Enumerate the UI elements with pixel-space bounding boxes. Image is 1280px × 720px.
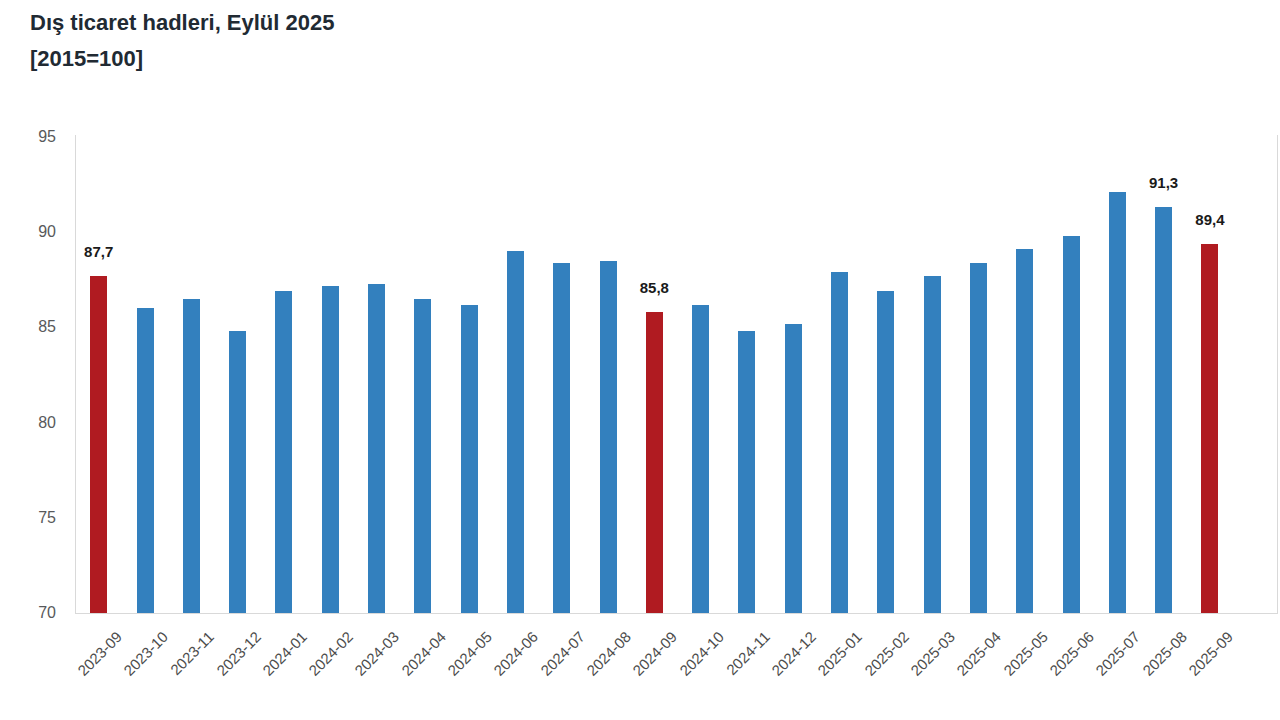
y-tick-label-95: 95 — [14, 128, 56, 146]
x-tick-label-2024-05: 2024-05 — [444, 628, 495, 679]
x-tick-label-2024-02: 2024-02 — [305, 628, 356, 679]
x-tick-label-2025-05: 2025-05 — [1000, 628, 1051, 679]
bar-2025-02 — [877, 291, 894, 613]
x-tick-label-2024-07: 2024-07 — [537, 628, 588, 679]
x-tick-label-2024-03: 2024-03 — [352, 628, 403, 679]
y-tick-label-85: 85 — [14, 318, 56, 336]
plot-area: 70758085909587,72023-092023-102023-11202… — [0, 0, 1280, 720]
bar-2025-04 — [970, 263, 987, 613]
x-tick-label-2025-03: 2025-03 — [907, 628, 958, 679]
bar-2024-09 — [646, 312, 663, 613]
bar-2023-12 — [229, 331, 246, 613]
bar-2025-03 — [924, 276, 941, 613]
bar-2024-11 — [738, 331, 755, 613]
x-tick-label-2025-06: 2025-06 — [1046, 628, 1097, 679]
x-axis-line — [75, 613, 1278, 614]
x-tick-label-2024-09: 2024-09 — [629, 628, 680, 679]
bar-2025-06 — [1063, 236, 1080, 613]
y-axis-line — [75, 135, 76, 613]
x-tick-label-2025-08: 2025-08 — [1139, 628, 1190, 679]
x-tick-label-2023-11: 2023-11 — [167, 628, 217, 678]
bar-2024-06 — [507, 251, 524, 613]
x-tick-label-2025-02: 2025-02 — [861, 628, 912, 679]
x-tick-label-2023-12: 2023-12 — [213, 628, 264, 679]
x-tick-label-2024-04: 2024-04 — [398, 628, 449, 679]
bar-2024-10 — [692, 305, 709, 613]
plot-right-border — [1277, 135, 1278, 613]
value-label-2023-09: 87,7 — [84, 243, 113, 261]
bar-2024-03 — [368, 284, 385, 613]
x-tick-label-2024-12: 2024-12 — [768, 628, 819, 679]
bar-2023-11 — [183, 299, 200, 613]
x-tick-label-2025-09: 2025-09 — [1185, 628, 1236, 679]
y-tick-label-75: 75 — [14, 509, 56, 527]
value-label-2024-09: 85,8 — [640, 279, 669, 297]
x-tick-label-2024-08: 2024-08 — [583, 628, 634, 679]
bar-2023-09 — [90, 276, 107, 613]
x-tick-label-2025-07: 2025-07 — [1092, 628, 1143, 679]
bar-2024-02 — [322, 286, 339, 613]
x-tick-label-2025-01: 2025-01 — [815, 628, 866, 679]
bar-2025-07 — [1109, 192, 1126, 613]
bar-2025-09 — [1201, 244, 1218, 613]
y-tick-label-70: 70 — [14, 604, 56, 622]
bar-2024-07 — [553, 263, 570, 613]
value-label-2025-08: 91,3 — [1149, 174, 1178, 192]
bar-2025-08 — [1155, 207, 1172, 613]
x-tick-label-2023-09: 2023-09 — [74, 628, 125, 679]
x-tick-label-2023-10: 2023-10 — [120, 628, 171, 679]
x-tick-label-2024-11: 2024-11 — [723, 628, 773, 678]
x-tick-label-2024-06: 2024-06 — [490, 628, 541, 679]
bar-2025-05 — [1016, 249, 1033, 613]
bar-2024-01 — [275, 291, 292, 613]
bar-2024-08 — [600, 261, 617, 613]
bar-2023-10 — [137, 308, 154, 613]
y-tick-label-80: 80 — [14, 414, 56, 432]
bar-2024-05 — [461, 305, 478, 613]
bar-2024-12 — [785, 324, 802, 613]
x-tick-label-2024-10: 2024-10 — [676, 628, 727, 679]
y-tick-label-90: 90 — [14, 223, 56, 241]
x-tick-label-2024-01: 2024-01 — [259, 628, 310, 679]
x-tick-label-2025-04: 2025-04 — [953, 628, 1004, 679]
bar-2025-01 — [831, 272, 848, 613]
bar-2024-04 — [414, 299, 431, 613]
value-label-2025-09: 89,4 — [1195, 211, 1224, 229]
